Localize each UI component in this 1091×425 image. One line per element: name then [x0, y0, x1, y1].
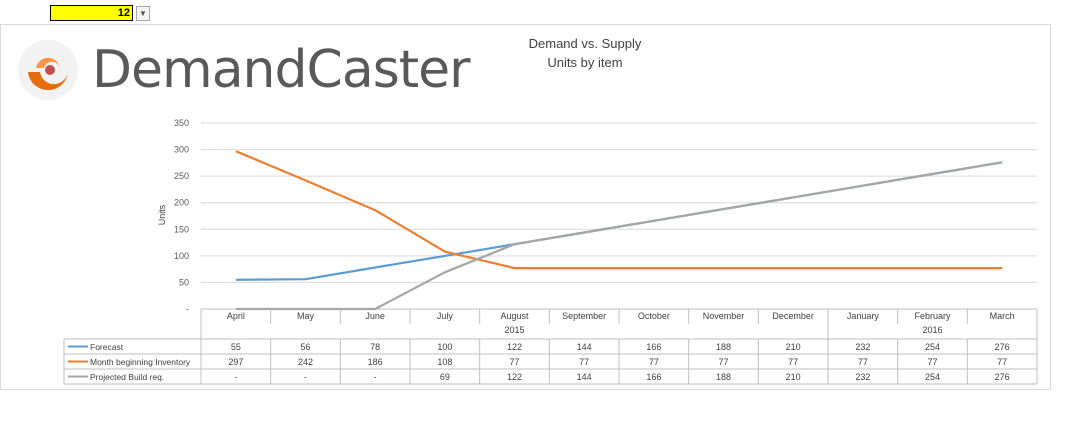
data-label: 232 — [855, 372, 870, 382]
data-label: 100 — [437, 342, 452, 352]
data-label: 254 — [925, 372, 940, 382]
data-label: 210 — [786, 342, 801, 352]
data-label: 77 — [649, 357, 659, 367]
data-label: - — [234, 372, 237, 382]
year-label: 2016 — [922, 325, 942, 335]
series-name-2: Projected Build req. — [90, 372, 164, 382]
data-label: 232 — [855, 342, 870, 352]
y-tick-label: 250 — [174, 171, 189, 181]
data-label: 77 — [579, 357, 589, 367]
data-label: 78 — [370, 342, 380, 352]
data-label: 186 — [368, 357, 383, 367]
data-label: 297 — [228, 357, 243, 367]
data-label: 188 — [716, 372, 731, 382]
chart-title-block: Demand vs. Supply Units by item — [500, 34, 670, 72]
x-tick-label: September — [562, 311, 606, 321]
series-name-0: Forecast — [90, 342, 124, 352]
series-line-1 — [235, 150, 1003, 270]
brand-name: DemandCaster — [92, 40, 471, 100]
y-tick-label: 100 — [174, 251, 189, 261]
chart-subtitle: Units by item — [547, 55, 623, 70]
chart-area — [0, 24, 1051, 390]
x-tick-label: August — [500, 311, 529, 321]
data-label: 144 — [577, 372, 592, 382]
x-tick-label: December — [772, 311, 814, 321]
x-tick-label: November — [703, 311, 745, 321]
data-label: - — [374, 372, 377, 382]
data-label: 69 — [440, 372, 450, 382]
data-label: 77 — [788, 357, 798, 367]
data-label: 276 — [995, 342, 1010, 352]
data-label: - — [304, 372, 307, 382]
y-tick-label: - — [186, 304, 189, 314]
data-label: 77 — [997, 357, 1007, 367]
data-label: 144 — [577, 342, 592, 352]
year-label: 2015 — [504, 325, 524, 335]
chart-title: Demand vs. Supply — [528, 36, 642, 51]
series-line-2 — [235, 161, 1003, 311]
y-tick-label: 350 — [174, 118, 189, 128]
x-tick-label: May — [297, 311, 315, 321]
dropdown-arrow-icon[interactable]: ▼ — [136, 6, 150, 21]
data-label: 210 — [786, 372, 801, 382]
data-label: 276 — [995, 372, 1010, 382]
y-tick-label: 50 — [179, 277, 189, 287]
data-label: 77 — [858, 357, 868, 367]
series-line-0 — [235, 161, 1003, 281]
data-label: 242 — [298, 357, 313, 367]
data-label: 188 — [716, 342, 731, 352]
data-label: 108 — [437, 357, 452, 367]
data-label: 122 — [507, 342, 522, 352]
y-tick-label: 200 — [174, 198, 189, 208]
y-tick-label: 150 — [174, 224, 189, 234]
data-label: 55 — [231, 342, 241, 352]
series-name-1: Month beginning Inventory — [90, 357, 191, 367]
data-label: 122 — [507, 372, 522, 382]
x-tick-label: January — [847, 311, 880, 321]
data-label: 166 — [646, 342, 661, 352]
selected-cell-value[interactable]: 12 — [50, 5, 133, 21]
x-tick-label: June — [365, 311, 385, 321]
x-tick-label: July — [437, 311, 454, 321]
y-tick-label: 300 — [174, 145, 189, 155]
x-tick-label: March — [990, 311, 1015, 321]
x-tick-label: October — [638, 311, 670, 321]
data-label: 254 — [925, 342, 940, 352]
demandcaster-logo-icon — [18, 40, 78, 100]
y-axis-title: Units — [157, 204, 167, 225]
x-tick-label: February — [914, 311, 951, 321]
data-label: 77 — [509, 357, 519, 367]
data-label: 56 — [300, 342, 310, 352]
x-tick-label: April — [227, 311, 245, 321]
data-label: 77 — [927, 357, 937, 367]
data-label: 77 — [718, 357, 728, 367]
data-label: 166 — [646, 372, 661, 382]
